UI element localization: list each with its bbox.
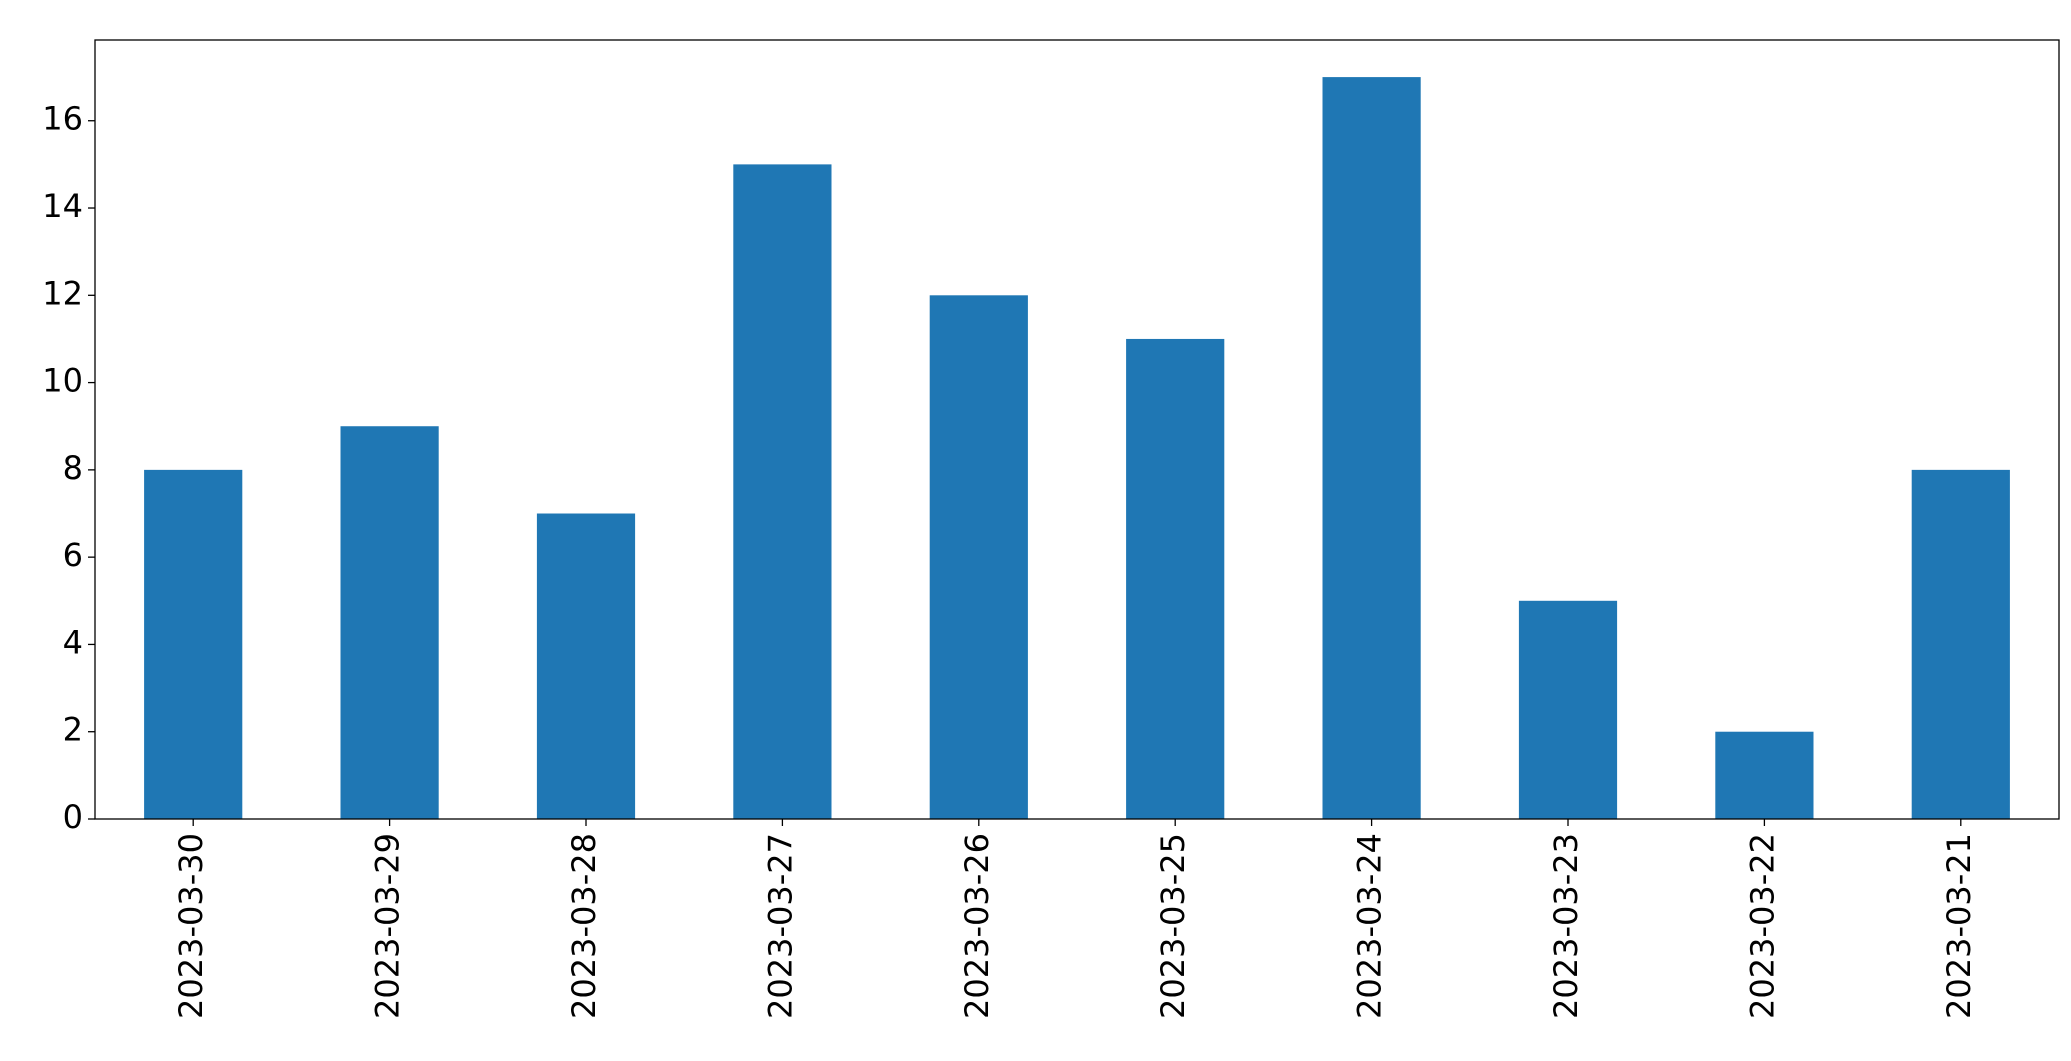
bar bbox=[536, 513, 636, 819]
x-tick-label: 2023-03-25 bbox=[1154, 833, 1192, 1019]
y-tick-label: 14 bbox=[42, 187, 83, 225]
bar bbox=[1518, 600, 1618, 819]
plot-frame bbox=[94, 39, 2060, 820]
x-tick-label: 2023-03-21 bbox=[1940, 833, 1978, 1019]
x-tick-label: 2023-03-22 bbox=[1743, 833, 1781, 1019]
bar bbox=[733, 164, 832, 819]
x-tick-label: 2023-03-27 bbox=[761, 833, 799, 1019]
x-tick-label: 2023-03-29 bbox=[369, 833, 407, 1019]
bar bbox=[1911, 469, 2010, 819]
x-tick-label: 2023-03-28 bbox=[565, 833, 603, 1019]
y-tick-label: 0 bbox=[63, 798, 83, 836]
x-tick-label: 2023-03-30 bbox=[172, 833, 210, 1019]
y-tick-label: 12 bbox=[42, 274, 83, 312]
y-tick-label: 10 bbox=[42, 362, 83, 400]
bar bbox=[1126, 338, 1225, 819]
y-tick-label: 2 bbox=[63, 711, 83, 749]
bar bbox=[144, 469, 243, 819]
bar bbox=[1715, 731, 1814, 819]
y-tick-label: 6 bbox=[63, 536, 83, 574]
x-tick-label: 2023-03-26 bbox=[958, 833, 996, 1019]
bar bbox=[929, 295, 1028, 820]
y-tick-label: 16 bbox=[42, 100, 83, 138]
y-tick-label: 4 bbox=[63, 623, 83, 661]
bar bbox=[1322, 77, 1421, 820]
x-tick-label: 2023-03-23 bbox=[1547, 833, 1585, 1019]
y-tick-label: 8 bbox=[63, 449, 83, 487]
x-tick-label: 2023-03-24 bbox=[1351, 833, 1389, 1019]
bar bbox=[340, 426, 439, 819]
